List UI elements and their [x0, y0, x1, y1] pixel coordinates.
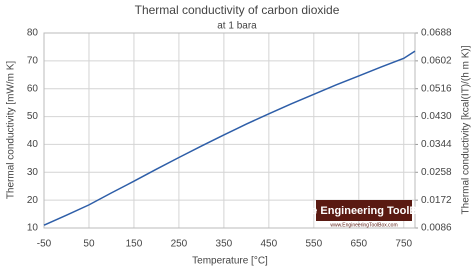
y-tick-label: 70 [27, 55, 39, 66]
y-axis-label: Thermal conductivity [mW/m K] [6, 61, 17, 200]
y2-axis-label: Thermal conductivity [kcal(IT)/(h m K)] [461, 45, 472, 214]
x-tick-label: 50 [83, 239, 95, 250]
plot-frame [43, 32, 416, 229]
watermark-box [316, 200, 412, 221]
y-tick-label: 20 [27, 195, 39, 206]
y-tick-label: 50 [27, 111, 39, 122]
x-tick-label: 150 [126, 239, 143, 250]
y-tick-label: 60 [27, 83, 39, 94]
x-tick-label: 750 [395, 239, 412, 250]
watermark-url: www.EngineeringToolBox.com [330, 222, 397, 228]
y2-tick-label: 0.0430 [421, 111, 452, 122]
x-tick-label: 650 [350, 239, 367, 250]
y-tick-label: 80 [27, 28, 39, 39]
y2-tick-label: 0.0086 [421, 223, 452, 234]
data-line [43, 50, 416, 226]
y2-tick-label: 0.0516 [421, 83, 452, 94]
x-tick-label: 450 [261, 239, 278, 250]
x-tick-label: 250 [171, 239, 188, 250]
y2-tick-label: 0.0602 [421, 55, 452, 66]
x-axis-label: Temperature [°C] [192, 256, 268, 267]
x-tick-label: 350 [216, 239, 233, 250]
y2-tick-label: 0.0688 [421, 28, 452, 39]
y-tick-label: 30 [27, 167, 39, 178]
y-tick-label: 40 [27, 139, 39, 150]
y-tick-label: 10 [27, 223, 39, 234]
x-tick-label: 550 [305, 239, 322, 250]
y2-tick-label: 0.0344 [421, 139, 452, 150]
y2-tick-label: 0.0172 [421, 195, 452, 206]
x-tick-label: -50 [37, 239, 52, 250]
chart-subtitle: at 1 bara [217, 21, 257, 32]
y2-tick-label: 0.0258 [421, 167, 452, 178]
chart-title: Thermal conductivity of carbon dioxide [135, 3, 340, 17]
watermark: The Engineering ToolBox [298, 205, 431, 217]
